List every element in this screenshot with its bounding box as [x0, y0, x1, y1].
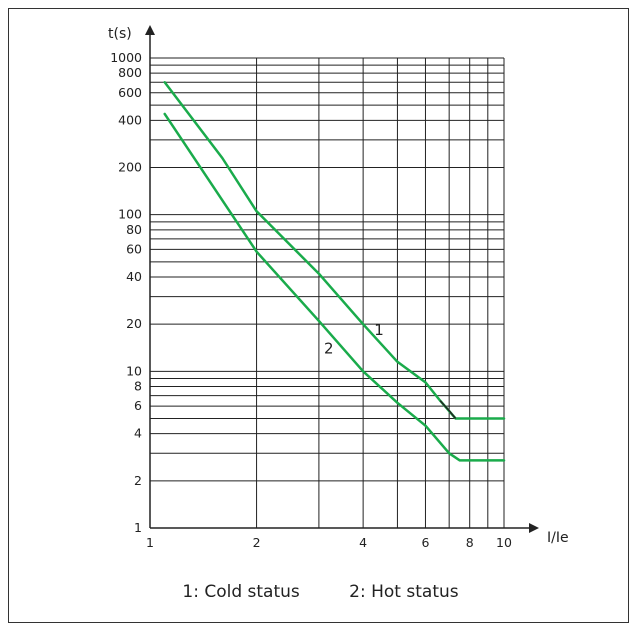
x-tick-label-4: 4: [359, 535, 367, 550]
x-tick-label-1: 1: [146, 535, 154, 550]
y-tick-label-600: 600: [118, 85, 142, 100]
legend-item-cold: 1: Cold status: [182, 582, 300, 602]
x-tick-labels: 1 2 4 6 8 10: [146, 535, 512, 550]
chart-frame: [8, 8, 629, 623]
x-tick-label-8: 8: [466, 535, 474, 550]
y-tick-label-8: 8: [134, 379, 142, 394]
x-axis-title: I/Ie: [547, 530, 569, 546]
y-tick-label-60: 60: [126, 241, 142, 256]
y-tick-label-200: 200: [118, 160, 142, 175]
x-tick-label-6: 6: [421, 535, 429, 550]
y-tick-label-1: 1: [134, 520, 142, 535]
curve-1: [163, 81, 506, 420]
y-tick-label-40: 40: [126, 269, 142, 284]
y-tick-label-6: 6: [134, 398, 142, 413]
curve-1-accent-segment: [439, 400, 457, 419]
y-tick-label-20: 20: [126, 316, 142, 331]
curve-label-1: 1: [374, 321, 384, 339]
x-tick-label-10: 10: [496, 535, 512, 550]
y-tick-label-100: 100: [118, 207, 142, 222]
y-tick-label-400: 400: [118, 112, 142, 127]
y-tick-label-10: 10: [126, 363, 142, 378]
curve-label-2: 2: [324, 339, 334, 357]
legend-item-hot: 2: Hot status: [349, 582, 459, 602]
grid: [150, 57, 505, 528]
legend: 1: Cold status 2: Hot status: [0, 582, 641, 602]
x-tick-label-2: 2: [253, 535, 261, 550]
y-axis-title: t(s): [108, 26, 132, 42]
y-tick-label-80: 80: [126, 222, 142, 237]
curve-2: [163, 112, 506, 462]
y-tick-label-2: 2: [134, 473, 142, 488]
y-tick-label-4: 4: [134, 426, 142, 441]
curve-labels: 12: [324, 321, 384, 357]
axes: [145, 25, 539, 533]
y-tick-label-1000: 1000: [110, 50, 142, 65]
curves: [163, 81, 506, 462]
y-tick-label-800: 800: [118, 65, 142, 80]
